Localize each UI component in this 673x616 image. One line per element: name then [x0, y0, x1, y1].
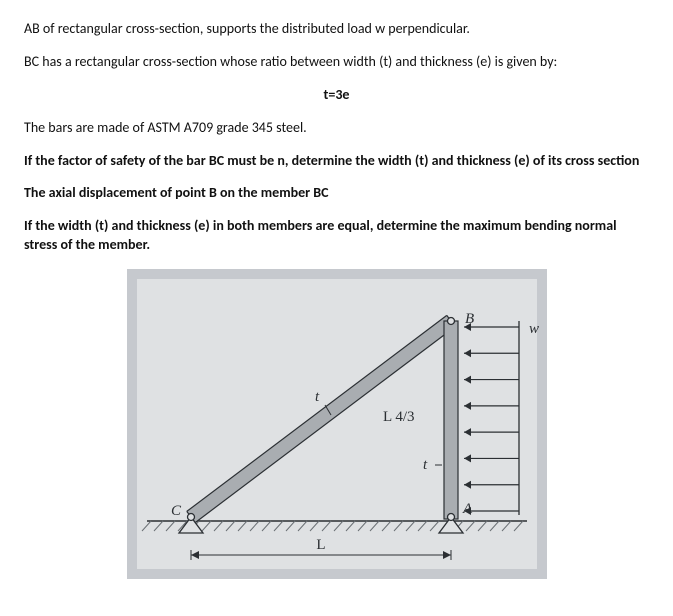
svg-text:L: L: [316, 537, 325, 553]
structure-figure: CABwttL 4/3L: [127, 269, 547, 579]
paragraph-1: AB of rectangular cross-section, support…: [24, 20, 649, 39]
svg-text:B: B: [465, 311, 474, 327]
paragraph-3: The bars are made of ASTM A709 grade 345…: [24, 119, 649, 138]
paragraph-6: If the width (t) and thickness (e) in bo…: [24, 217, 649, 255]
equation: t=3e: [24, 86, 649, 105]
paragraph-4: If the factor of safety of the bar BC mu…: [24, 152, 649, 171]
paragraph-5: The axial displacement of point B on the…: [24, 184, 649, 203]
svg-text:L 4/3: L 4/3: [383, 409, 415, 425]
svg-text:C: C: [171, 503, 182, 519]
paragraph-2: BC has a rectangular cross-section whose…: [24, 53, 649, 72]
svg-text:w: w: [529, 321, 539, 337]
figure-container: CABwttL 4/3L: [24, 269, 649, 585]
svg-text:A: A: [462, 501, 473, 517]
